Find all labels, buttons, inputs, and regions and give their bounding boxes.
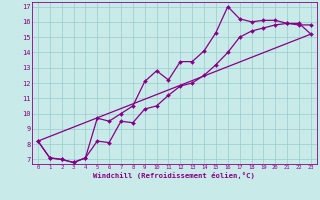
X-axis label: Windchill (Refroidissement éolien,°C): Windchill (Refroidissement éolien,°C)	[93, 172, 255, 179]
